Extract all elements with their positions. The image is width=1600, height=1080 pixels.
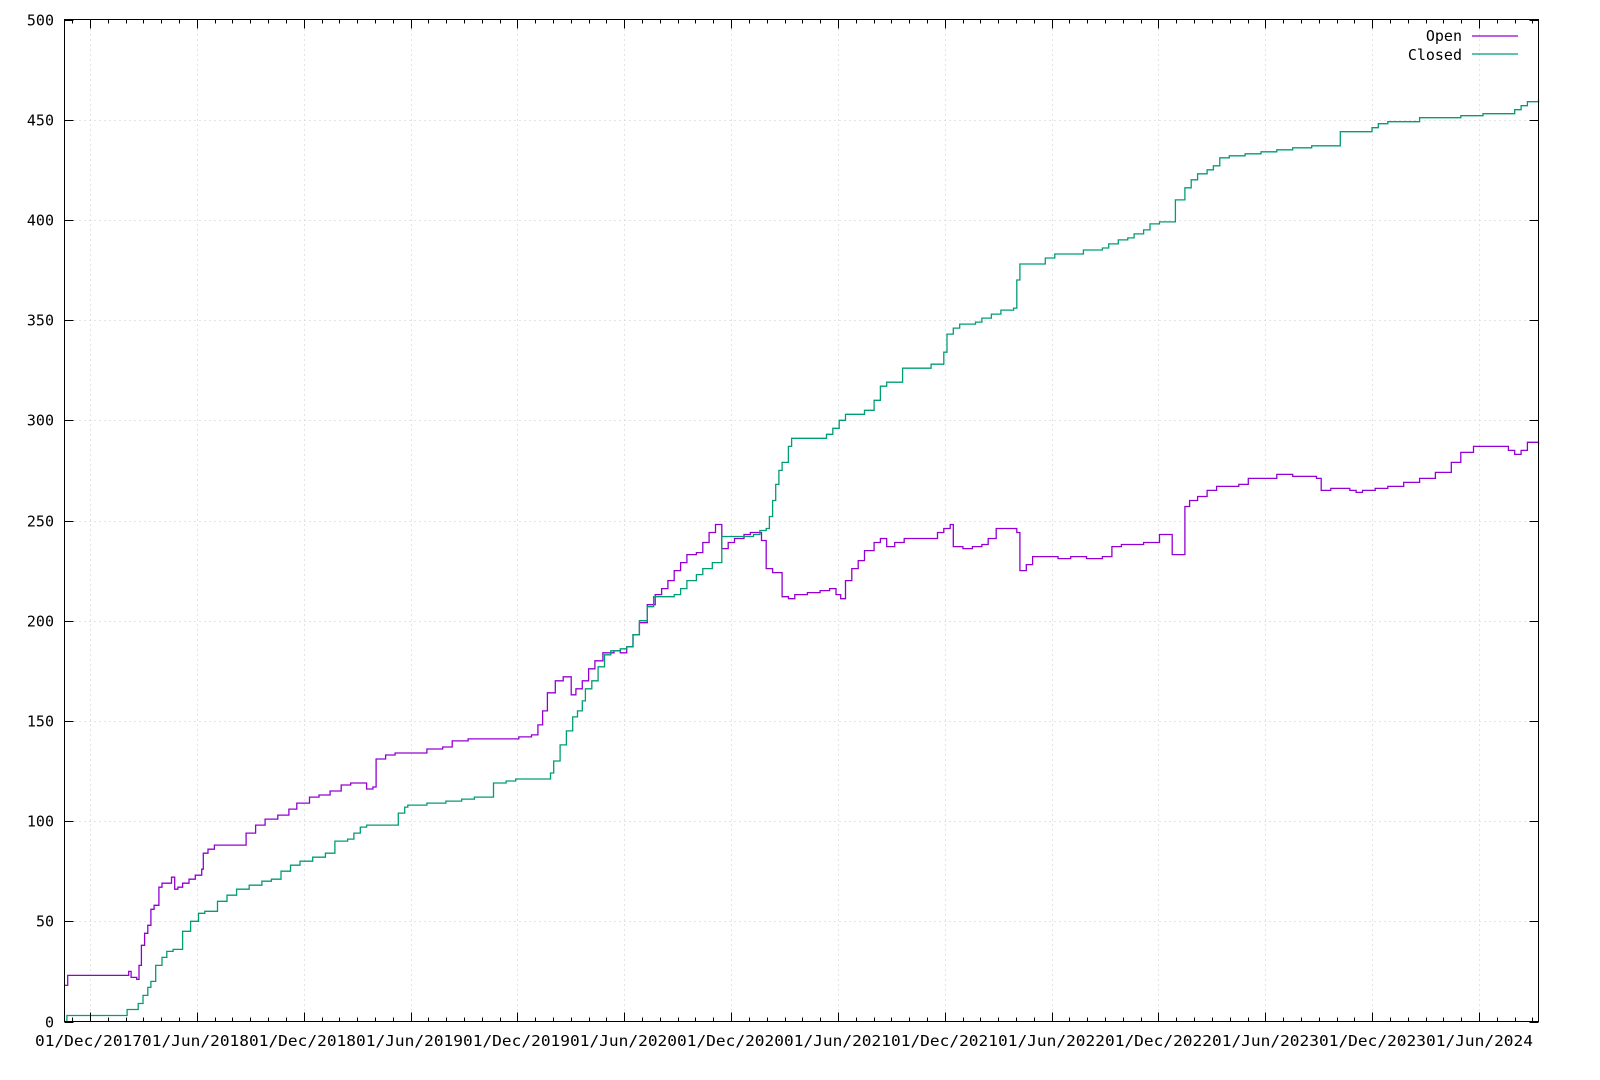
y-tick-label: 500 [27,12,54,30]
y-tick-label: 50 [36,913,54,931]
legend: Open Closed [1408,27,1518,64]
x-axis-labels: 01/Dec/201701/Jun/201801/Dec/201801/Jun/… [35,1032,1533,1050]
plot-border [64,19,1539,1022]
y-tick-label: 250 [27,513,54,531]
legend-label-closed: Closed [1408,46,1462,64]
y-tick-label: 300 [27,412,54,430]
y-axis-labels: 0 50 100 150 200 250 300 350 400 450 500 [27,12,54,1032]
y-tick-label: 400 [27,212,54,230]
y-tick-label: 450 [27,112,54,130]
legend-label-open: Open [1426,27,1462,45]
y-tick-label: 0 [45,1014,54,1032]
x-tick-labels: 01/Dec/201701/Jun/201801/Dec/201801/Jun/… [35,1032,1533,1050]
grid-lines [64,19,1539,1022]
y-tick-label: 350 [27,312,54,330]
series-line-open [64,441,1540,987]
axis-ticks [64,19,1539,1023]
series-lines [64,99,1540,1023]
series-line-closed [64,99,1540,1023]
y-tick-label: 200 [27,613,54,631]
y-tick-label: 150 [27,713,54,731]
y-tick-label: 100 [27,813,54,831]
